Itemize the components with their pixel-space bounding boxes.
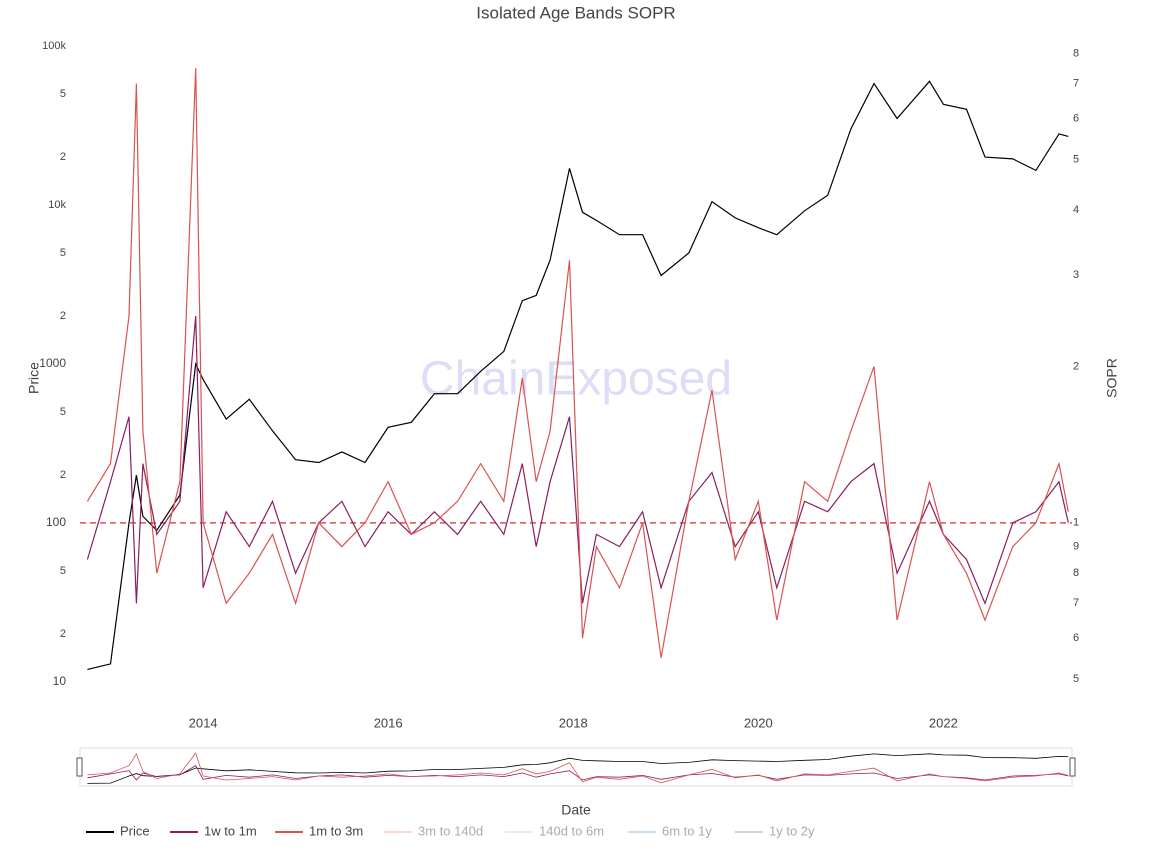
legend-label[interactable]: 3m to 140d — [418, 823, 483, 838]
y-tick-label: 1000 — [39, 356, 66, 370]
legend-label[interactable]: 6m to 1y — [662, 823, 712, 838]
y-tick-label: 100 — [46, 515, 66, 529]
y-tick-label: 2 — [60, 469, 66, 481]
y2-tick-label: 1 — [1073, 517, 1079, 529]
y2-tick-label: 7 — [1073, 78, 1079, 90]
y2-tick-label: 6 — [1073, 112, 1079, 124]
y-tick-label: 100k — [42, 40, 66, 52]
y2-tick-label: 7 — [1073, 597, 1079, 609]
y-tick-label: 10k — [48, 199, 66, 211]
y-tick-label: 10 — [53, 674, 67, 688]
y2-tick-label: 8 — [1073, 567, 1079, 579]
y2-tick-label: 2 — [1073, 360, 1079, 372]
y-tick-label: 2 — [60, 151, 66, 163]
y-tick-label: 5 — [60, 406, 66, 418]
y2-tick-label: 5 — [1073, 673, 1079, 685]
y2-tick-label: 4 — [1073, 204, 1079, 216]
range-slider[interactable] — [79, 747, 1073, 787]
y2-tick-label: 8 — [1073, 47, 1079, 59]
y-tick-label: 2 — [60, 310, 66, 322]
chart-title: Isolated Age Bands SOPR — [476, 3, 675, 22]
y-tick-label: 2 — [60, 628, 66, 640]
watermark: ChainExposed — [420, 353, 732, 406]
y2-tick-label: 5 — [1073, 153, 1079, 165]
legend-label[interactable]: 140d to 6m — [539, 823, 604, 838]
slider-handle[interactable] — [1069, 757, 1076, 777]
series-line — [86, 68, 1069, 658]
legend-label[interactable]: 1w to 1m — [204, 823, 257, 838]
x-tick-label: 2022 — [929, 715, 958, 730]
y-tick-label: 5 — [60, 565, 66, 577]
y2-tick-label: 3 — [1073, 269, 1079, 281]
y2-tick-label: 6 — [1073, 632, 1079, 644]
legend-label[interactable]: 1y to 2y — [769, 823, 815, 838]
slider-line — [87, 753, 1069, 784]
legend-label[interactable]: 1m to 3m — [309, 823, 363, 838]
slider-line — [87, 765, 1069, 781]
x-tick-label: 2018 — [559, 715, 588, 730]
x-tick-label: 2020 — [744, 715, 773, 730]
series-line — [86, 315, 1069, 605]
x-tick-label: 2016 — [374, 715, 403, 730]
y-axis-title: Price — [26, 362, 42, 394]
slider-handle[interactable] — [76, 757, 83, 777]
x-tick-label: 2014 — [189, 715, 218, 730]
x-axis-title: Date — [561, 802, 591, 818]
y2-axis-title: SOPR — [1104, 358, 1120, 398]
slider-line — [87, 752, 1069, 784]
y-tick-label: 5 — [60, 247, 66, 259]
legend-label[interactable]: Price — [120, 823, 150, 838]
series-line — [87, 80, 1069, 670]
y2-tick-label: 9 — [1073, 541, 1079, 553]
y-tick-label: 5 — [60, 88, 66, 100]
